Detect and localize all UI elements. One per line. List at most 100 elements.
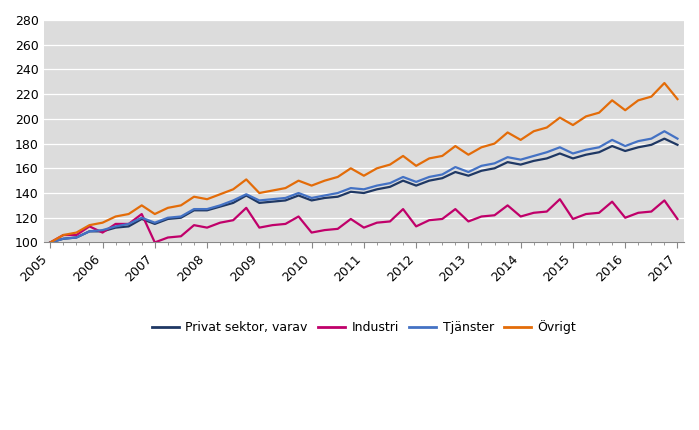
Tjänster	[517, 157, 525, 162]
Industri	[661, 198, 669, 203]
Industri	[634, 210, 642, 215]
Privat sektor, varav	[595, 150, 603, 155]
Privat sektor, varav	[85, 229, 94, 234]
Tjänster	[621, 144, 629, 149]
Tjänster	[59, 236, 68, 241]
Legend: Privat sektor, varav, Industri, Tjänster, Övrigt: Privat sektor, varav, Industri, Tjänster…	[147, 316, 581, 339]
Tjänster	[569, 151, 577, 156]
Övrigt	[268, 188, 277, 193]
Privat sektor, varav	[464, 173, 473, 178]
Tjänster	[412, 179, 420, 184]
Tjänster	[661, 129, 669, 134]
Tjänster	[673, 136, 682, 141]
Tjänster	[242, 192, 250, 197]
Övrigt	[347, 166, 355, 171]
Industri	[190, 223, 199, 228]
Tjänster	[464, 169, 473, 175]
Övrigt	[177, 203, 185, 208]
Industri	[399, 206, 408, 212]
Övrigt	[111, 214, 120, 219]
Privat sektor, varav	[111, 225, 120, 230]
Övrigt	[412, 163, 420, 169]
Privat sektor, varav	[399, 178, 408, 183]
Tjänster	[347, 185, 355, 190]
Tjänster	[333, 190, 342, 196]
Industri	[85, 224, 94, 229]
Line: Övrigt: Övrigt	[50, 83, 677, 243]
Övrigt	[464, 152, 473, 157]
Tjänster	[281, 195, 289, 200]
Privat sektor, varav	[255, 200, 264, 206]
Line: Privat sektor, varav: Privat sektor, varav	[50, 138, 677, 243]
Industri	[320, 227, 329, 233]
Övrigt	[490, 141, 498, 146]
Övrigt	[647, 94, 656, 99]
Tjänster	[46, 240, 55, 245]
Övrigt	[438, 154, 447, 159]
Tjänster	[425, 175, 433, 180]
Tjänster	[216, 203, 224, 208]
Industri	[360, 225, 368, 230]
Privat sektor, varav	[386, 184, 394, 190]
Övrigt	[124, 212, 133, 217]
Privat sektor, varav	[661, 136, 669, 141]
Övrigt	[138, 203, 146, 208]
Privat sektor, varav	[582, 152, 590, 157]
Övrigt	[556, 115, 564, 120]
Tjänster	[99, 227, 107, 233]
Privat sektor, varav	[412, 183, 420, 188]
Privat sektor, varav	[556, 151, 564, 156]
Övrigt	[99, 220, 107, 225]
Privat sektor, varav	[360, 190, 368, 196]
Övrigt	[530, 129, 538, 134]
Privat sektor, varav	[569, 156, 577, 161]
Privat sektor, varav	[72, 235, 80, 240]
Övrigt	[399, 154, 408, 159]
Industri	[111, 221, 120, 227]
Line: Tjänster: Tjänster	[50, 131, 677, 243]
Tjänster	[124, 221, 133, 227]
Line: Industri: Industri	[50, 199, 677, 243]
Industri	[150, 240, 159, 245]
Privat sektor, varav	[647, 142, 656, 147]
Övrigt	[320, 178, 329, 183]
Industri	[294, 214, 303, 219]
Industri	[517, 214, 525, 219]
Övrigt	[46, 240, 55, 245]
Industri	[229, 218, 238, 223]
Övrigt	[373, 166, 381, 171]
Tjänster	[229, 198, 238, 203]
Tjänster	[582, 147, 590, 152]
Tjänster	[556, 145, 564, 150]
Privat sektor, varav	[59, 236, 68, 241]
Tjänster	[72, 235, 80, 240]
Övrigt	[451, 144, 459, 149]
Övrigt	[621, 108, 629, 113]
Privat sektor, varav	[281, 198, 289, 203]
Tjänster	[530, 154, 538, 159]
Tjänster	[490, 161, 498, 166]
Industri	[308, 230, 316, 235]
Tjänster	[386, 181, 394, 186]
Privat sektor, varav	[308, 198, 316, 203]
Industri	[177, 233, 185, 239]
Övrigt	[281, 185, 289, 190]
Privat sektor, varav	[164, 216, 172, 221]
Övrigt	[595, 110, 603, 115]
Industri	[99, 230, 107, 235]
Industri	[124, 221, 133, 227]
Övrigt	[294, 178, 303, 183]
Tjänster	[203, 206, 211, 212]
Industri	[347, 216, 355, 221]
Övrigt	[85, 223, 94, 228]
Industri	[595, 210, 603, 215]
Tjänster	[595, 145, 603, 150]
Industri	[59, 233, 68, 238]
Industri	[268, 223, 277, 228]
Övrigt	[542, 125, 551, 130]
Privat sektor, varav	[229, 200, 238, 206]
Privat sektor, varav	[477, 168, 486, 173]
Industri	[72, 233, 80, 238]
Industri	[542, 209, 551, 214]
Industri	[503, 203, 512, 208]
